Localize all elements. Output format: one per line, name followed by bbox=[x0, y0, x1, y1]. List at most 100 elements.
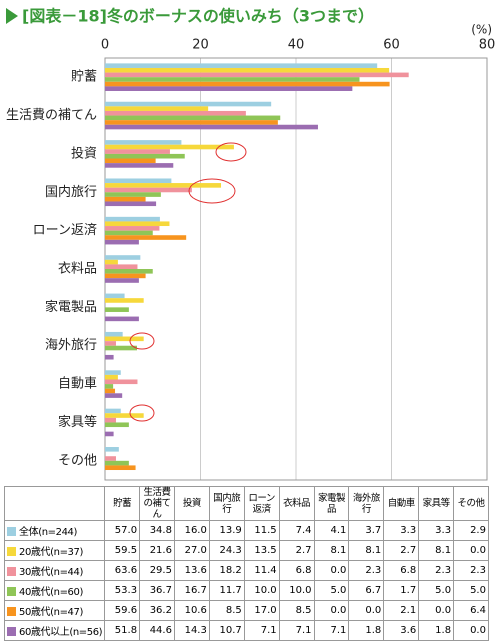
table-header: 貯蓄 生活費の補てん 投資 国内旅行 ローン返済 衣料品 家電製品 海外旅行 自動車 家具等 その他 bbox=[3, 486, 489, 521]
bar bbox=[105, 140, 182, 145]
bar bbox=[105, 422, 129, 428]
table-value: 57.0 bbox=[104, 520, 141, 541]
bar bbox=[105, 331, 123, 337]
legend-cell: 20歳代(n=37) bbox=[3, 540, 106, 561]
legend-swatch bbox=[7, 607, 16, 616]
chart: [図表－18]冬のボーナスの使いみち（3つまで） (%) 0 20 40 60 80 貯蓄… bbox=[6, 7, 495, 481]
table-value: 13.5 bbox=[243, 540, 280, 561]
table-value: 51.8 bbox=[104, 620, 141, 641]
table-value: 5.0 bbox=[453, 580, 489, 601]
bar bbox=[105, 77, 360, 82]
table-value: 7.1 bbox=[313, 620, 350, 641]
bar bbox=[105, 336, 144, 342]
highlight bbox=[215, 142, 247, 162]
table-value: 1.8 bbox=[418, 620, 455, 641]
x-tick-label: 20 bbox=[192, 38, 209, 53]
bar bbox=[105, 431, 114, 437]
highlight bbox=[129, 404, 155, 422]
bar bbox=[105, 187, 192, 193]
table-value: 10.7 bbox=[208, 620, 245, 641]
table-value: 7.1 bbox=[278, 620, 315, 641]
column-header: 衣料品 bbox=[278, 486, 315, 521]
bar bbox=[105, 86, 353, 91]
bar bbox=[105, 196, 146, 202]
bar bbox=[105, 408, 121, 414]
bar bbox=[105, 447, 119, 452]
table-value: 7.1 bbox=[243, 620, 280, 641]
table-value: 2.3 bbox=[348, 560, 385, 581]
bar bbox=[105, 120, 278, 125]
y-tick-label: 自動車 bbox=[58, 377, 97, 392]
bar bbox=[105, 388, 116, 394]
table-value: 11.4 bbox=[243, 560, 280, 581]
bar bbox=[105, 235, 187, 240]
bar bbox=[105, 393, 123, 398]
table-value: 59.6 bbox=[104, 600, 141, 621]
corner-cell bbox=[3, 486, 106, 521]
y-tick-label: 貯蓄 bbox=[71, 70, 97, 85]
bar bbox=[105, 192, 161, 197]
legend-label: 40歳代(n=60) bbox=[19, 587, 83, 598]
table-value: 0.0 bbox=[453, 540, 489, 561]
table-value: 14.3 bbox=[173, 620, 210, 641]
table-value: 34.8 bbox=[139, 520, 175, 541]
bar bbox=[105, 345, 137, 351]
table-value: 1.8 bbox=[348, 620, 385, 641]
table-value: 8.5 bbox=[278, 600, 315, 621]
table-value: 0.0 bbox=[313, 600, 350, 621]
bar bbox=[105, 110, 246, 116]
table-value: 2.1 bbox=[383, 600, 420, 621]
legend-label: 全体(n=244) bbox=[19, 527, 78, 538]
table-value: 17.0 bbox=[243, 600, 280, 621]
legend-cell: 30歳代(n=44) bbox=[3, 560, 106, 581]
column-header: ローン返済 bbox=[243, 486, 280, 521]
bar bbox=[105, 178, 172, 184]
table-value: 6.7 bbox=[348, 580, 385, 601]
table-value: 0.0 bbox=[313, 560, 350, 581]
table-value: 8.1 bbox=[418, 540, 455, 561]
y-tick-label: 生活費の補てん bbox=[6, 108, 97, 123]
bar bbox=[105, 316, 139, 322]
bar bbox=[105, 67, 390, 73]
column-header: 貯蓄 bbox=[104, 486, 141, 521]
bar bbox=[105, 216, 160, 222]
table-row: 50歳代(n=47) 59.6 36.2 10.6 8.5 17.0 8.5 0.0 0.0 2.… bbox=[3, 600, 489, 621]
table-value: 7.4 bbox=[278, 520, 315, 541]
bar bbox=[105, 221, 170, 227]
data-table: 貯蓄 生活費の補てん 投資 国内旅行 ローン返済 衣料品 家電製品 海外旅行 自動車 家具等 その他… bbox=[3, 486, 489, 641]
legend-label: 50歳代(n=47) bbox=[19, 607, 83, 618]
table-row: 全体(n=244) 57.0 34.8 16.0 13.9 11.5 7.4 4.1 3.7 3.… bbox=[3, 520, 489, 541]
bar bbox=[105, 183, 222, 188]
table-value: 0.0 bbox=[453, 620, 489, 641]
column-header: 家電製品 bbox=[313, 486, 350, 521]
bar bbox=[105, 293, 125, 299]
table-value: 44.6 bbox=[139, 620, 175, 641]
bar bbox=[105, 106, 209, 111]
bar bbox=[105, 413, 144, 418]
table-value: 24.3 bbox=[208, 540, 245, 561]
bar bbox=[105, 144, 234, 150]
y-tick-label: 家具等 bbox=[58, 414, 97, 430]
table-value: 4.1 bbox=[313, 520, 350, 541]
table-row: 30歳代(n=44) 63.6 29.5 13.6 18.2 11.4 6.8 0.0 2.3 6… bbox=[3, 560, 489, 581]
bar bbox=[105, 307, 129, 312]
legend-swatch bbox=[7, 627, 16, 636]
bar bbox=[105, 63, 378, 68]
table-value: 10.0 bbox=[278, 580, 315, 601]
title-marker bbox=[6, 8, 18, 24]
table-value: 0.0 bbox=[348, 600, 385, 621]
table-value: 2.9 bbox=[453, 520, 489, 541]
y-tick-label: 国内旅行 bbox=[45, 184, 97, 200]
table-value: 2.7 bbox=[278, 540, 315, 561]
table-value: 21.6 bbox=[139, 540, 175, 561]
bar bbox=[105, 370, 121, 375]
bar bbox=[105, 269, 153, 274]
table-value: 3.3 bbox=[418, 520, 455, 541]
table-value: 6.8 bbox=[278, 560, 315, 581]
table-value: 8.5 bbox=[208, 600, 245, 621]
table-value: 2.3 bbox=[418, 560, 455, 581]
table-value: 5.0 bbox=[418, 580, 455, 601]
table-value: 63.6 bbox=[104, 560, 141, 581]
table-value: 36.2 bbox=[139, 600, 175, 621]
bar bbox=[105, 72, 409, 78]
